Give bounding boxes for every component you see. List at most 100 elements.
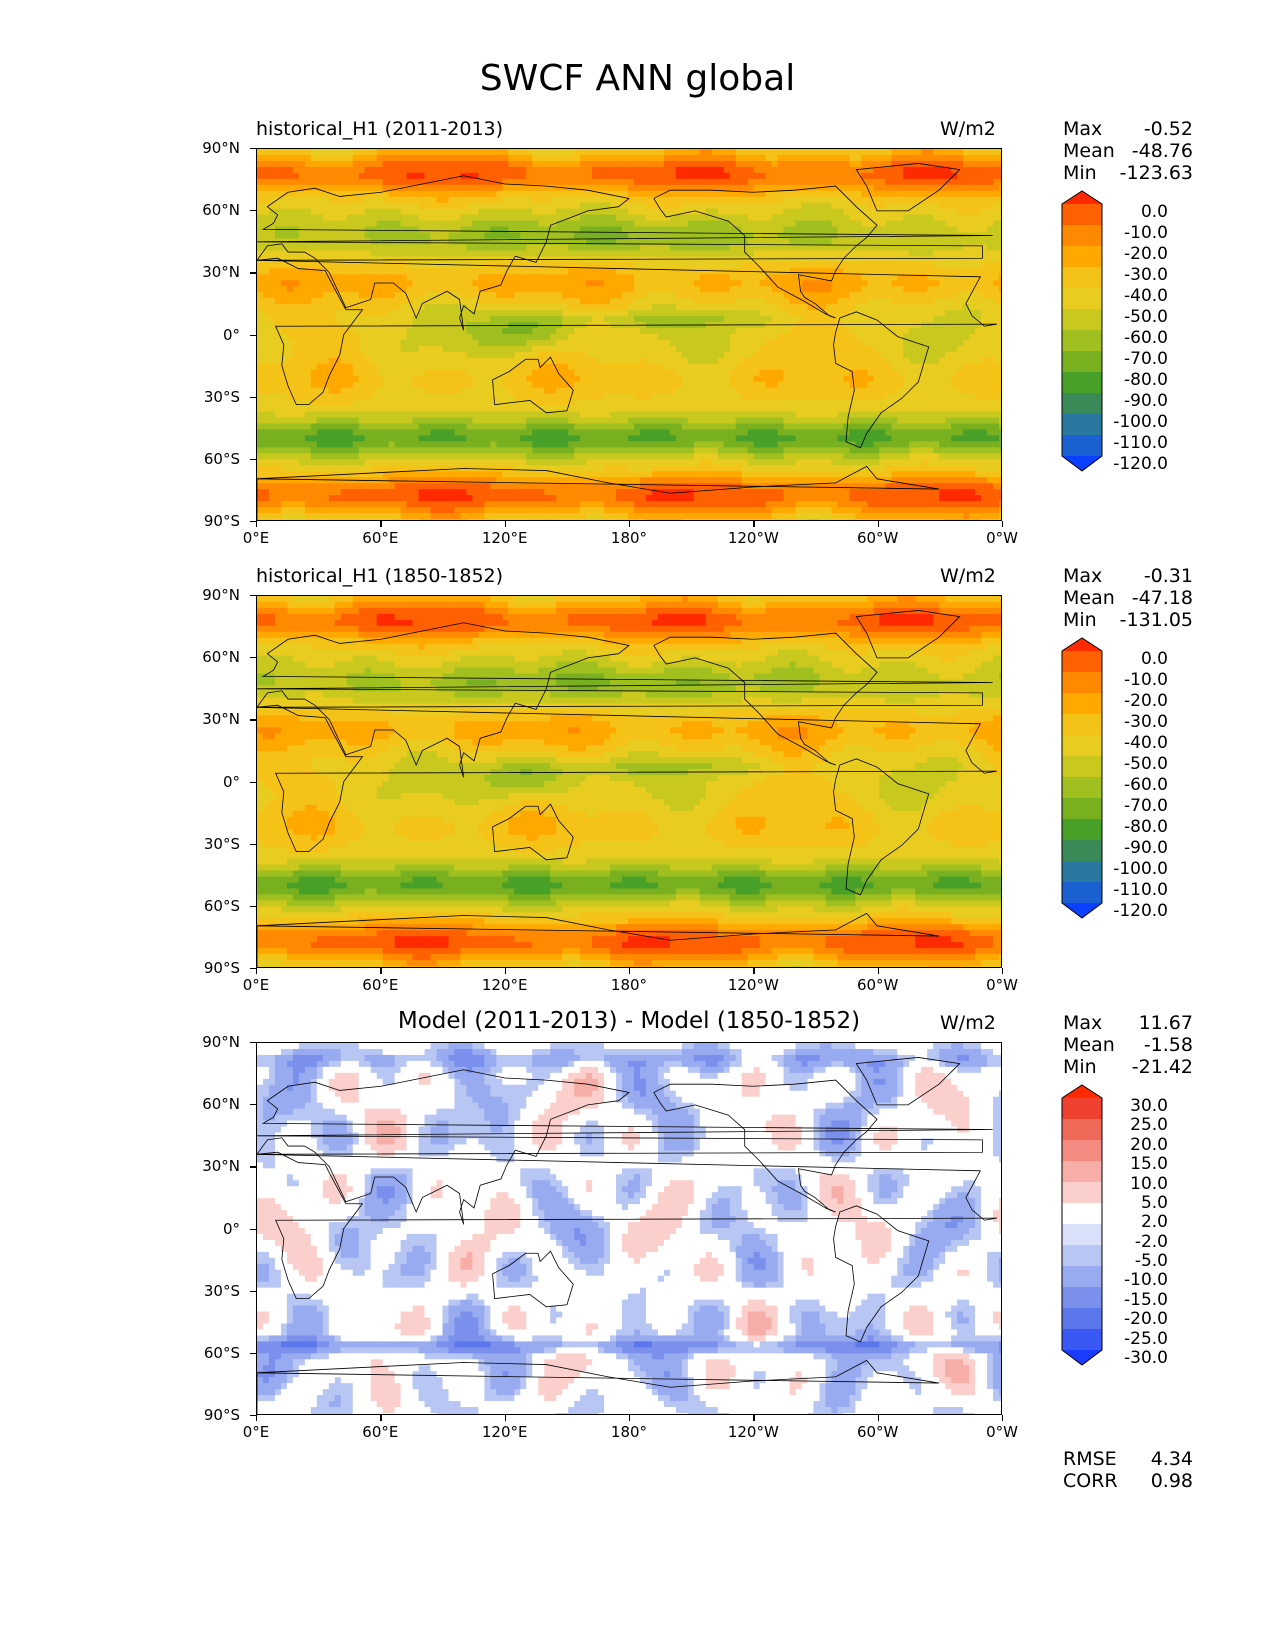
colorbar-swatch bbox=[1062, 288, 1102, 310]
colorbar-swatch bbox=[1062, 1161, 1102, 1183]
colorbar-tick-label: 0.0 bbox=[1088, 649, 1168, 669]
coastline bbox=[855, 163, 961, 212]
colorbar-swatch bbox=[1062, 1266, 1102, 1288]
colorbar-tick-label: -30.0 bbox=[1088, 265, 1168, 285]
lon-tick-label: 120°W bbox=[728, 1423, 779, 1441]
lat-tick bbox=[250, 781, 256, 783]
lon-tick bbox=[753, 521, 755, 527]
colorbar-tick-label: -10.0 bbox=[1088, 670, 1168, 690]
colorbar-swatch bbox=[1062, 1308, 1102, 1330]
colorbar-swatch bbox=[1062, 393, 1102, 415]
corr-value: 0.98 bbox=[1151, 1470, 1193, 1492]
lon-tick-label: 60°W bbox=[857, 976, 898, 994]
colorbar-extend-top bbox=[1062, 638, 1102, 651]
lat-tick bbox=[250, 1166, 256, 1168]
lat-tick bbox=[250, 657, 256, 659]
figure-title: SWCF ANN global bbox=[0, 58, 1275, 99]
stat-label: Mean bbox=[1063, 1034, 1115, 1056]
colorbar-tick-label: -100.0 bbox=[1088, 412, 1168, 432]
colorbar-swatch bbox=[1062, 1329, 1102, 1351]
colorbar-swatch bbox=[1062, 672, 1102, 694]
colorbar-swatch bbox=[1062, 1245, 1102, 1267]
colorbar-tick-label: -80.0 bbox=[1088, 370, 1168, 390]
colorbar-swatch bbox=[1062, 1182, 1102, 1204]
lat-tick bbox=[250, 334, 256, 336]
lon-tick bbox=[753, 968, 755, 974]
colorbar-tick-label: -15.0 bbox=[1088, 1290, 1168, 1310]
lon-tick-label: 0°E bbox=[243, 529, 270, 547]
lon-tick bbox=[1002, 1415, 1004, 1421]
colorbar bbox=[1061, 637, 1105, 919]
corr-label: CORR bbox=[1063, 1470, 1118, 1492]
colorbar-swatch bbox=[1062, 351, 1102, 373]
lat-tick bbox=[250, 521, 256, 523]
stat-value: -123.63 bbox=[1120, 162, 1193, 184]
lon-tick bbox=[1002, 521, 1004, 527]
colorbar-tick-label: -60.0 bbox=[1088, 328, 1168, 348]
lon-tick bbox=[256, 1415, 258, 1421]
lon-tick bbox=[256, 521, 258, 527]
colorbar-swatch bbox=[1062, 693, 1102, 715]
colorbar-swatch bbox=[1062, 861, 1102, 883]
coastline bbox=[257, 1069, 993, 1225]
map-panel: historical_H1 (1850-1852) W/m2 90°N 60°N 30°… bbox=[0, 565, 1275, 1005]
lat-tick-label: 0° bbox=[223, 773, 240, 791]
lat-tick-label: 30°N bbox=[202, 1157, 240, 1175]
colorbar-swatch bbox=[1062, 435, 1102, 457]
colorbar-tick-label: 15.0 bbox=[1088, 1154, 1168, 1174]
lat-tick bbox=[250, 843, 256, 845]
lon-tick-label: 0°W bbox=[986, 529, 1018, 547]
lon-tick-label: 0°E bbox=[243, 1423, 270, 1441]
lat-tick bbox=[250, 396, 256, 398]
colorbar-tick-label: 25.0 bbox=[1088, 1115, 1168, 1135]
colorbar-tick-label: -30.0 bbox=[1088, 1348, 1168, 1368]
colorbar-swatch bbox=[1062, 372, 1102, 394]
lat-tick-label: 90°N bbox=[202, 586, 240, 604]
colorbar-swatch bbox=[1062, 1224, 1102, 1246]
lon-tick bbox=[629, 521, 631, 527]
lon-tick bbox=[877, 968, 879, 974]
stat-value: 11.67 bbox=[1139, 1012, 1193, 1034]
lon-tick bbox=[1002, 968, 1004, 974]
lon-tick bbox=[629, 1415, 631, 1421]
colorbar-tick-label: -70.0 bbox=[1088, 349, 1168, 369]
contour-field bbox=[257, 1043, 1001, 1414]
colorbar-tick-label: -90.0 bbox=[1088, 391, 1168, 411]
colorbar-swatch bbox=[1062, 798, 1102, 820]
coastline bbox=[855, 610, 961, 659]
panel-title: historical_H1 (1850-1852) bbox=[256, 565, 503, 587]
metrics-box: RMSE 4.34 CORR 0.98 bbox=[1063, 1448, 1193, 1492]
colorbar-swatch bbox=[1062, 735, 1102, 757]
colorbar-tick-label: -110.0 bbox=[1088, 880, 1168, 900]
colorbar-tick-label: -5.0 bbox=[1088, 1251, 1168, 1271]
lon-tick bbox=[380, 968, 382, 974]
lat-tick-label: 60°S bbox=[204, 897, 240, 915]
colorbar-extend-top bbox=[1062, 191, 1102, 204]
map-plot-area bbox=[256, 148, 1002, 521]
coastline bbox=[492, 1250, 574, 1308]
lat-tick-label: 30°N bbox=[202, 263, 240, 281]
colorbar-tick-label: -50.0 bbox=[1088, 307, 1168, 327]
colorbar-tick-label: -20.0 bbox=[1088, 244, 1168, 264]
colorbar-tick-label: -10.0 bbox=[1088, 223, 1168, 243]
colorbar-swatch bbox=[1062, 267, 1102, 289]
coastline bbox=[257, 622, 993, 778]
stat-value: -48.76 bbox=[1132, 140, 1193, 162]
stat-label: Max bbox=[1063, 565, 1102, 587]
colorbar-tick-label: -25.0 bbox=[1088, 1329, 1168, 1349]
colorbar-tick-label: 30.0 bbox=[1088, 1096, 1168, 1116]
stat-label: Mean bbox=[1063, 587, 1115, 609]
colorbar-swatch bbox=[1062, 414, 1102, 436]
lat-tick bbox=[250, 595, 256, 597]
lat-tick-label: 30°S bbox=[204, 1282, 240, 1300]
lat-tick bbox=[250, 272, 256, 274]
lon-tick-label: 180° bbox=[611, 976, 647, 994]
units-label: W/m2 bbox=[940, 565, 996, 587]
coastline bbox=[257, 1151, 997, 1300]
lat-tick bbox=[250, 1415, 256, 1417]
lon-tick bbox=[629, 968, 631, 974]
colorbar bbox=[1061, 190, 1105, 472]
coastline bbox=[257, 175, 993, 331]
lat-tick-label: 60°S bbox=[204, 450, 240, 468]
lon-tick bbox=[753, 1415, 755, 1421]
